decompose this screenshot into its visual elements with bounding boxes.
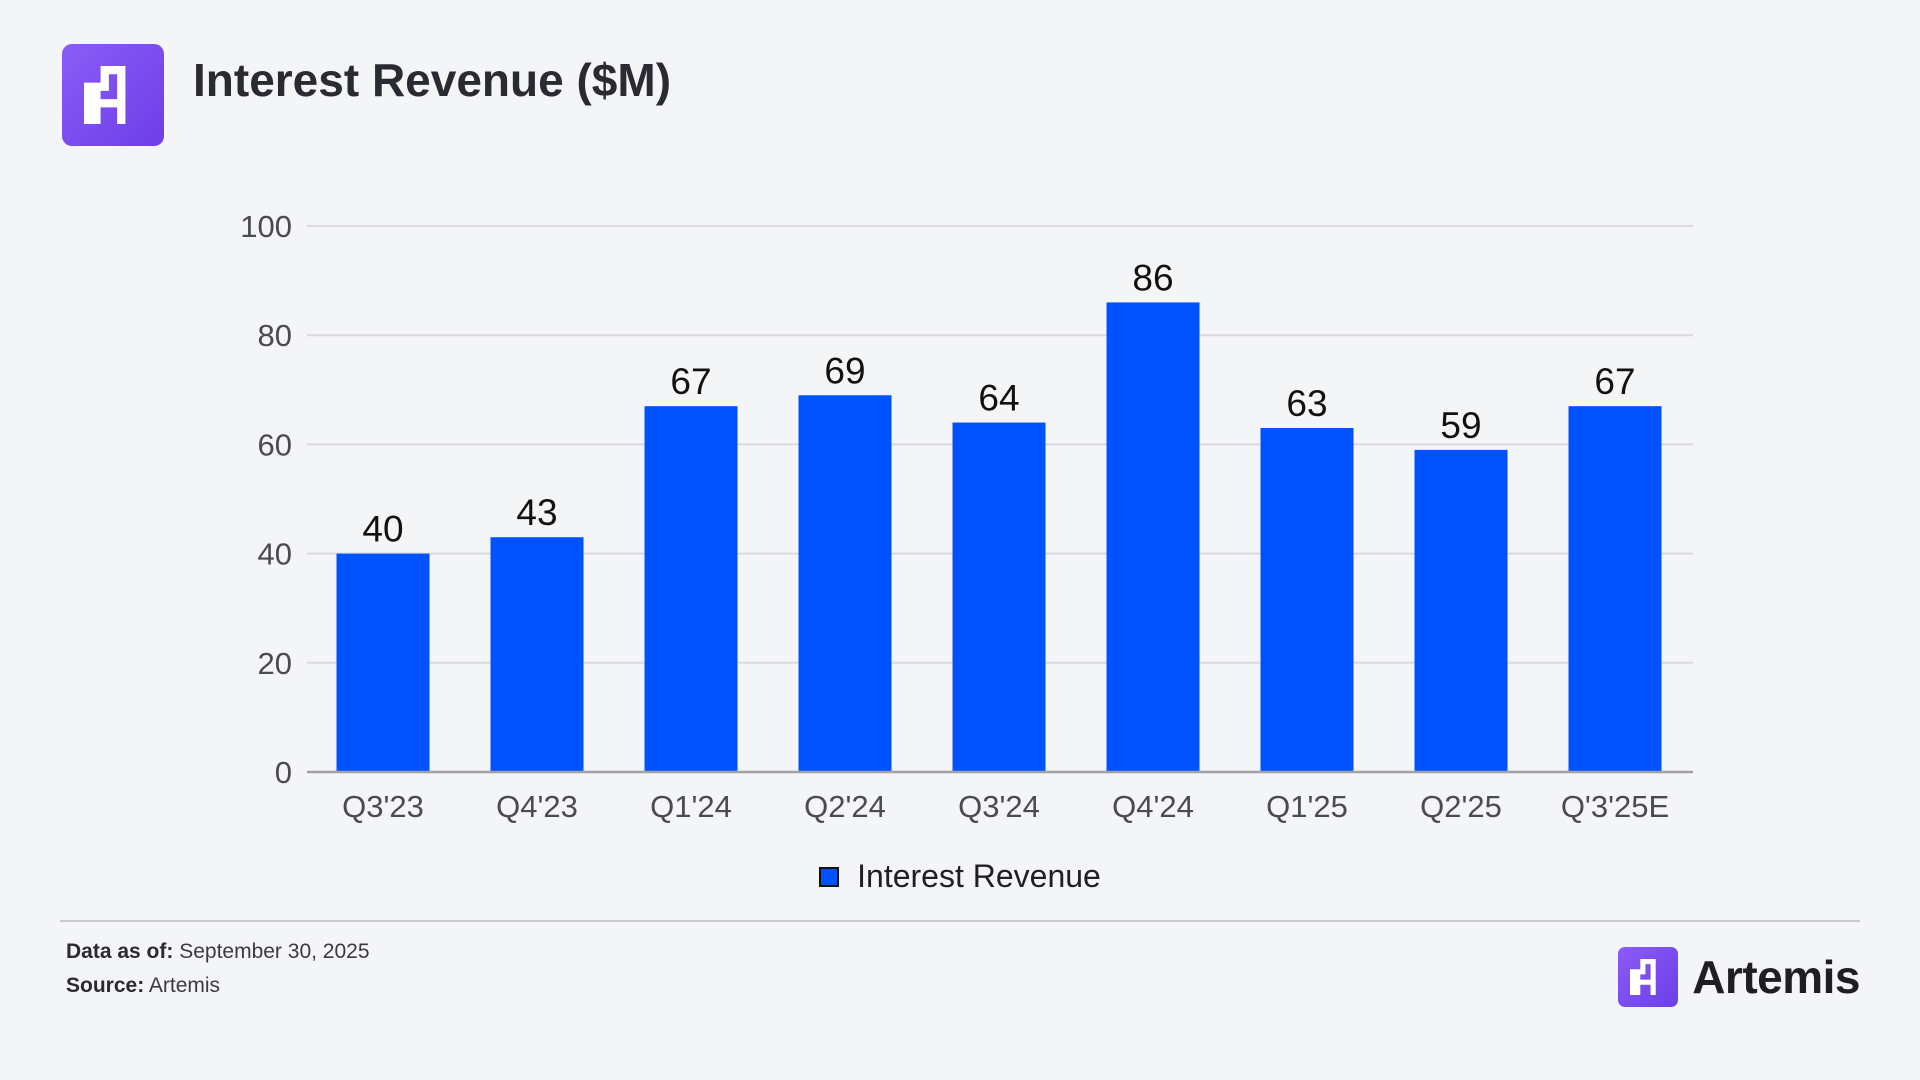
chart-title: Interest Revenue ($M): [193, 54, 672, 106]
header-logo: [62, 44, 164, 146]
bar: [336, 553, 430, 772]
y-tick-label: 40: [258, 537, 292, 572]
brand-mark: Artemis: [1618, 946, 1860, 1008]
x-tick-label: Q4'24: [1112, 789, 1194, 824]
y-tick-label: 80: [258, 318, 292, 353]
x-tick-label: Q1'24: [650, 789, 732, 824]
data-label: 67: [1594, 361, 1635, 402]
data-as-of-label: Data as of:: [66, 940, 174, 963]
x-tick-label: Q2'25: [1420, 789, 1502, 824]
x-tick-label: Q3'24: [958, 789, 1040, 824]
footer-divider: [60, 920, 1860, 922]
data-label: 43: [516, 492, 557, 533]
y-tick-label: 60: [258, 427, 292, 462]
bar-chart: 0 20 40 60 80 100 40 Q3'23 43 Q4'23 67 Q1'24 69 Q2'24…: [240, 209, 1693, 824]
x-tick-label: Q2'24: [804, 789, 886, 824]
bar: [1414, 449, 1508, 772]
bar: [952, 422, 1046, 772]
bar: [798, 395, 892, 772]
bar: [490, 537, 584, 772]
artemis-logo-icon: [84, 66, 126, 124]
bar: [1568, 406, 1662, 772]
data-label: 67: [670, 361, 711, 402]
source-value: Artemis: [148, 974, 221, 997]
bar: [1106, 302, 1200, 772]
x-tick-label: Q'3'25E: [1561, 789, 1669, 824]
bar: [644, 406, 738, 772]
x-tick-label: Q1'25: [1266, 789, 1348, 824]
legend-swatch: [819, 866, 840, 887]
y-tick-label: 100: [240, 209, 292, 244]
x-tick-label: Q3'23: [342, 789, 424, 824]
data-label: 86: [1132, 257, 1173, 298]
data-as-of-line: Data as of: September 30, 2025: [66, 940, 370, 964]
data-label: 63: [1286, 383, 1327, 424]
data-label: 69: [824, 350, 865, 391]
artemis-logo-icon: [1630, 959, 1656, 995]
chart-legend: Interest Revenue: [0, 858, 1920, 895]
bar: [1260, 428, 1354, 772]
data-label: 40: [362, 509, 403, 550]
brand-name: Artemis: [1692, 951, 1860, 1003]
legend-label: Interest Revenue: [857, 858, 1101, 894]
y-tick-label: 20: [258, 646, 292, 681]
brand-logo: [1618, 947, 1679, 1007]
data-label: 64: [978, 378, 1019, 419]
data-label: 59: [1440, 405, 1481, 446]
source-line: Source: Artemis: [66, 974, 220, 998]
y-tick-label: 0: [275, 755, 292, 790]
x-tick-label: Q4'23: [496, 789, 578, 824]
data-as-of-value: September 30, 2025: [179, 940, 370, 963]
source-label: Source:: [66, 974, 145, 997]
